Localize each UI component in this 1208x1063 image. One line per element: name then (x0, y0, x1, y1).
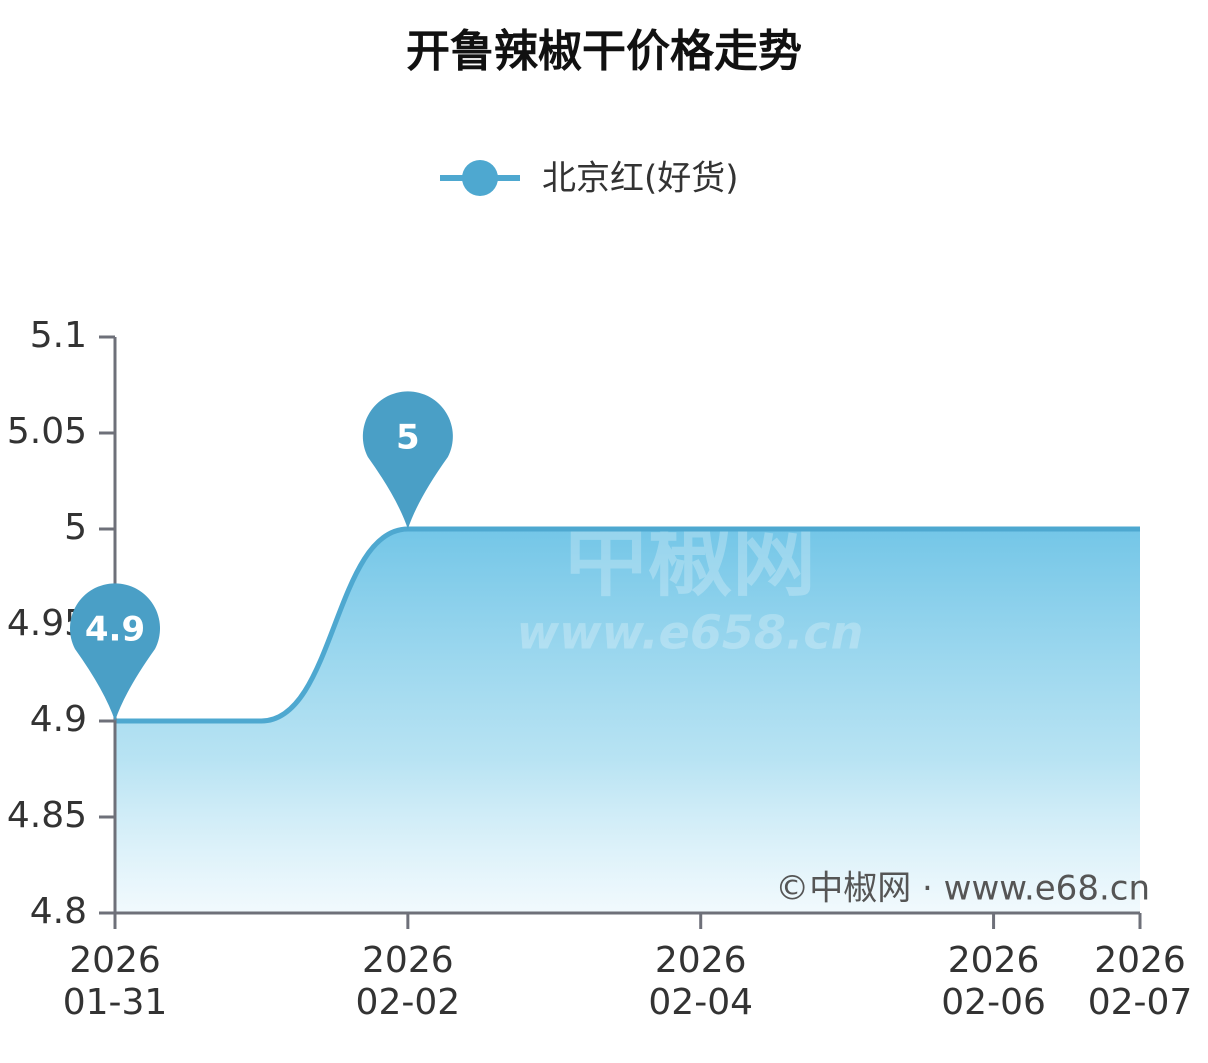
area (115, 529, 1140, 913)
watermark: 中椒网 (564, 510, 816, 608)
x-tick-date: 01-31 (63, 982, 168, 1023)
line (115, 526, 1140, 724)
chart-title: 开鲁辣椒干价格走势 (406, 26, 802, 77)
y-tick-label: 5.05 (7, 411, 87, 452)
x-tick-year: 2026 (1094, 940, 1186, 981)
x-tick-label: 2026 02-02 (356, 940, 461, 1023)
x-tick-year: 2026 (362, 940, 454, 981)
x-tick-year: 2026 (69, 940, 161, 981)
y-tick-label: 5.1 (30, 315, 87, 356)
y-tick-label: 4.9 (30, 699, 87, 740)
x-tick-date: 02-02 (356, 982, 461, 1023)
x-tick-label: 2026 01-31 (63, 940, 168, 1023)
credit: ©中椒网 · www.e68.cn (775, 869, 1150, 909)
y-tick-label: 4.85 (7, 795, 87, 836)
legend-marker (462, 160, 498, 196)
x-tick-label: 2026 02-06 (941, 940, 1046, 1023)
pin-label: 5 (396, 418, 420, 458)
pin (362, 391, 453, 529)
x-tick-year: 2026 (948, 940, 1040, 981)
y-tick-label: 5 (64, 507, 87, 548)
watermark: www.e658.cn (517, 606, 864, 660)
x-tick-date: 02-04 (648, 982, 753, 1023)
x-tick-date: 02-07 (1088, 982, 1193, 1023)
x-tick-date: 02-06 (941, 982, 1046, 1023)
x-tick-label: 2026 02-07 (1088, 940, 1193, 1023)
pin (69, 583, 161, 721)
y-tick-label: 4.8 (30, 891, 87, 932)
x-tick-year: 2026 (655, 940, 747, 981)
x-tick-label: 2026 02-04 (648, 940, 753, 1023)
pin-label: 4.9 (85, 610, 145, 650)
legend-label: 北京红(好货) (542, 159, 739, 199)
